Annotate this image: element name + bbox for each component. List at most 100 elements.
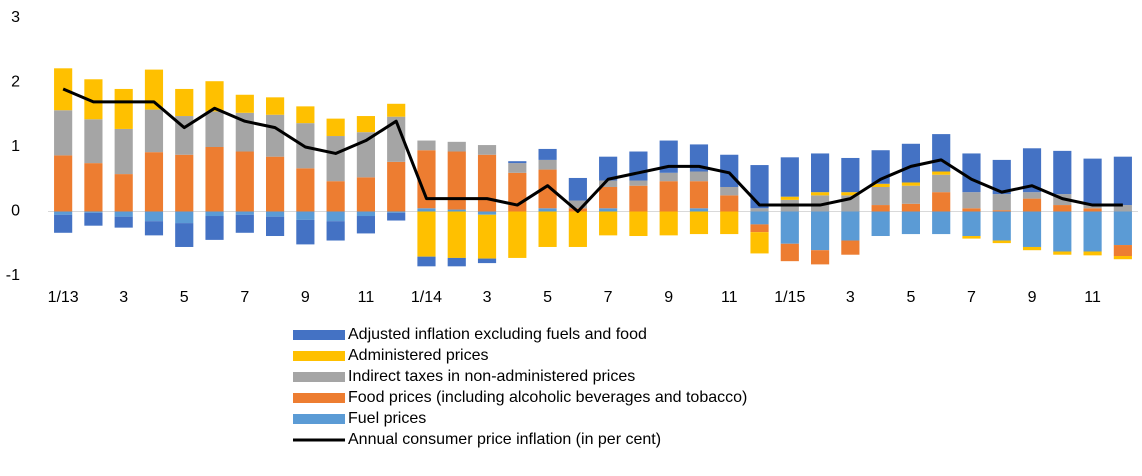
bar-segment — [1022, 211, 1042, 247]
bar-segment — [599, 180, 618, 187]
bar-segment — [659, 181, 678, 212]
bar-segment — [750, 211, 769, 225]
bar-segment — [962, 208, 981, 212]
bar-segment — [144, 152, 164, 212]
bar-segment — [417, 150, 436, 209]
bar-segment — [689, 211, 709, 235]
bar-segment — [780, 196, 799, 200]
bar-segment — [901, 182, 920, 186]
bar-segment — [144, 109, 164, 153]
bar-segment — [175, 88, 194, 117]
y-tick-label: 3 — [11, 9, 20, 26]
bar-segment — [326, 136, 345, 182]
bar-segment — [568, 211, 587, 247]
x-tick-label: 9 — [664, 289, 673, 306]
bar-segment — [1053, 251, 1072, 255]
bar-segment — [992, 194, 1011, 211]
bar-segment — [962, 211, 981, 237]
bar-segment — [932, 174, 951, 193]
bar-segment — [1022, 192, 1042, 199]
bar-segment — [932, 171, 951, 175]
bar-segment — [1083, 211, 1102, 252]
bar-segment — [296, 211, 315, 220]
bar-segment — [417, 211, 436, 257]
x-tick-label: 9 — [301, 289, 310, 306]
bar-segment — [750, 165, 769, 209]
bar-segment — [508, 163, 527, 173]
bar-segment — [599, 186, 618, 209]
bar-segment — [599, 211, 618, 236]
bar-segment — [538, 159, 557, 170]
bar-segment — [780, 211, 799, 244]
bar-segment — [54, 155, 73, 212]
legend-swatch — [293, 372, 345, 382]
bar-segment — [538, 169, 557, 209]
bar-segment — [568, 200, 587, 209]
bar-segment — [114, 211, 133, 217]
bar-segment — [356, 177, 375, 212]
bar-segment — [477, 211, 497, 215]
bar-segment — [1113, 211, 1132, 246]
bar-segment — [205, 111, 224, 147]
bar-segment — [720, 186, 739, 196]
x-tick-label: 7 — [240, 289, 249, 306]
bar-segment — [689, 171, 709, 182]
bar-segment — [629, 211, 648, 237]
bar-segment — [447, 141, 466, 152]
bar-segment — [356, 216, 375, 234]
bar-segment — [477, 154, 497, 212]
bar-segment — [1083, 158, 1102, 206]
bar-segment — [326, 181, 345, 212]
x-tick-label: 3 — [846, 289, 855, 306]
bar-segment — [901, 211, 920, 235]
bar-segment — [356, 211, 375, 217]
x-tick-label: 5 — [906, 289, 915, 306]
bar-segment — [114, 88, 133, 129]
bar-segment — [538, 148, 557, 160]
bar-segment — [538, 211, 557, 247]
bar-segment — [1113, 156, 1132, 206]
legend-label: Fuel prices — [348, 410, 426, 427]
bar-segment — [447, 151, 466, 210]
bar-segment — [992, 211, 1011, 241]
bar-segment — [84, 163, 103, 212]
bar-segment — [477, 214, 497, 259]
bar-segment — [1113, 205, 1132, 212]
bar-segment — [992, 210, 1011, 212]
legend-swatch — [293, 330, 345, 340]
bar-segment — [387, 116, 406, 162]
bar-segment — [1022, 198, 1042, 212]
bar-segment — [477, 258, 497, 264]
bar-segment — [962, 236, 981, 239]
bar-segment — [599, 156, 618, 181]
legend-swatch — [293, 393, 345, 403]
bar-segment — [205, 211, 224, 217]
bar-segment — [780, 243, 799, 262]
bar-segment — [901, 203, 920, 212]
bar-segment — [144, 69, 164, 110]
legend-label: Administered prices — [348, 347, 489, 364]
bar-segment — [992, 159, 1011, 195]
x-tick-label: 7 — [604, 289, 613, 306]
bar-segment — [235, 214, 254, 233]
bar-segment — [477, 145, 497, 155]
x-tick-label: 1/15 — [774, 289, 805, 306]
bar-segment — [417, 256, 436, 267]
bar-segment — [54, 214, 73, 233]
bar-segment — [1083, 208, 1102, 212]
bar-segment — [447, 209, 466, 212]
bar-segment — [387, 212, 406, 221]
bar-segment — [326, 211, 345, 222]
bar-segment — [326, 118, 345, 137]
legend-swatch — [293, 414, 345, 424]
bar-segment — [1083, 251, 1102, 256]
legend-label: Annual consumer price inflation (in per … — [348, 431, 661, 448]
bar-segment — [1053, 211, 1072, 252]
bar-segment — [175, 211, 194, 224]
bar-segment — [811, 195, 830, 212]
bar-segment — [962, 192, 981, 209]
bar-segment — [599, 208, 618, 212]
bar-segment — [689, 181, 709, 209]
x-tick-label: 9 — [1028, 289, 1037, 306]
